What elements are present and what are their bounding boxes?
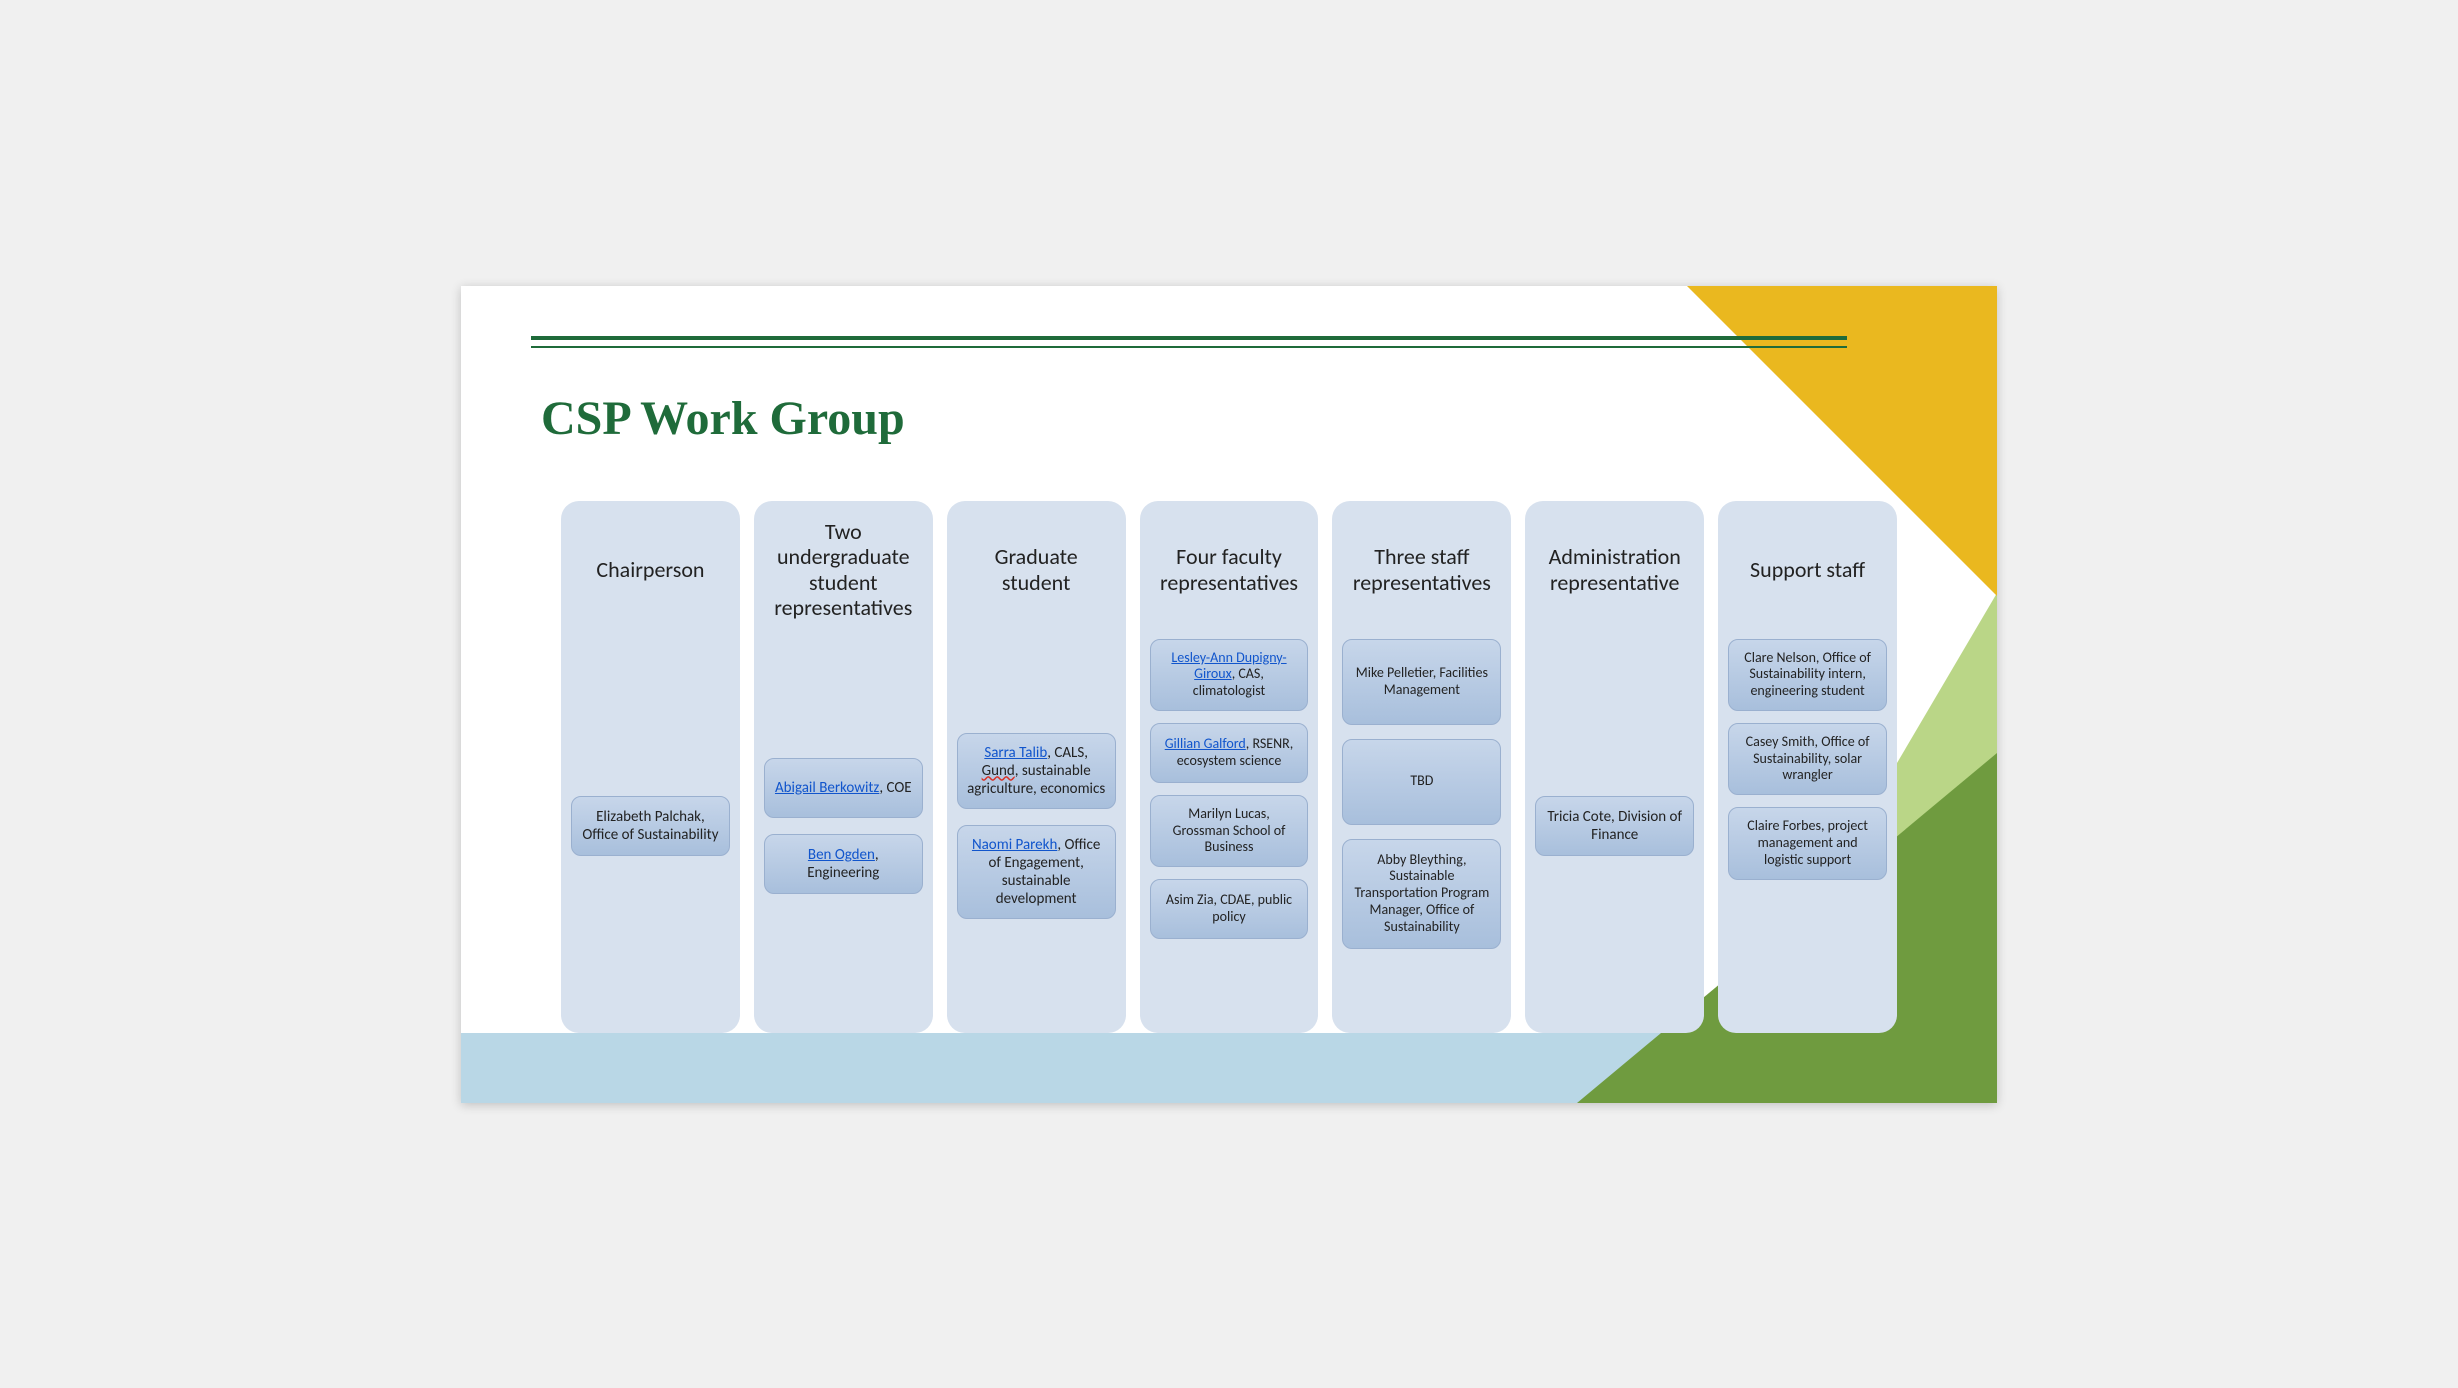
member-card: Clare Nelson, Office of Sustainability i… — [1728, 639, 1887, 711]
column-header: Administration representative — [1535, 513, 1694, 633]
column-support: Support staff Clare Nelson, Office of Su… — [1718, 501, 1897, 1033]
slide: CSP Work Group Chairperson Elizabeth Pal… — [461, 286, 1997, 1103]
card-text: , COE — [879, 779, 911, 797]
column-faculty: Four faculty representatives Lesley-Ann … — [1140, 501, 1319, 1033]
column-admin: Administration representative Tricia Cot… — [1525, 501, 1704, 1033]
member-card: Elizabeth Palchak, Office of Sustainabil… — [571, 796, 730, 856]
person-link[interactable]: Abigail Berkowitz — [775, 779, 879, 797]
member-card: Naomi Parekh, Office of Engagement, sust… — [957, 825, 1116, 919]
top-rule-thick — [531, 336, 1847, 340]
card-text: , CALS, — [1047, 744, 1088, 762]
member-card: Sarra Talib, CALS, Gund, sustainable agr… — [957, 733, 1116, 809]
column-staff: Three staff representatives Mike Pelleti… — [1332, 501, 1511, 1033]
member-card: Ben Ogden, Engineering — [764, 834, 923, 894]
person-link[interactable]: Ben Ogden — [808, 846, 875, 864]
column-body: Clare Nelson, Office of Sustainability i… — [1728, 633, 1887, 1019]
member-card: Casey Smith, Office of Sustainability, s… — [1728, 723, 1887, 795]
member-card: TBD — [1342, 739, 1501, 825]
person-link[interactable]: Lesley-Ann Dupigny-Giroux — [1171, 649, 1286, 683]
person-link[interactable]: Sarra Talib — [984, 744, 1047, 762]
column-header: Four faculty representatives — [1150, 513, 1309, 633]
top-rule-thin — [531, 346, 1847, 348]
member-card: Asim Zia, CDAE, public policy — [1150, 879, 1309, 939]
spellcheck-text: Gund — [982, 762, 1015, 780]
column-body: Tricia Cote, Division of Finance — [1535, 633, 1694, 1019]
column-header: Support staff — [1728, 513, 1887, 633]
member-card: Tricia Cote, Division of Finance — [1535, 796, 1694, 856]
person-link[interactable]: Naomi Parekh — [972, 836, 1057, 854]
person-link[interactable]: Gillian Galford — [1165, 735, 1246, 752]
column-body: Elizabeth Palchak, Office of Sustainabil… — [571, 633, 730, 1019]
column-body: Mike Pelletier, Facilities Management TB… — [1342, 633, 1501, 1019]
member-card: Marilyn Lucas, Grossman School of Busine… — [1150, 795, 1309, 867]
column-chairperson: Chairperson Elizabeth Palchak, Office of… — [561, 501, 740, 1033]
column-header: Two undergraduate student representative… — [764, 513, 923, 633]
column-header: Three staff representatives — [1342, 513, 1501, 633]
member-card: Claire Forbes, project management and lo… — [1728, 807, 1887, 879]
member-card: Abigail Berkowitz, COE — [764, 758, 923, 818]
column-body: Lesley-Ann Dupigny-Giroux, CAS, climatol… — [1150, 633, 1309, 1019]
member-card: Abby Bleything, Sustainable Transportati… — [1342, 839, 1501, 949]
column-grad: Graduate student Sarra Talib, CALS, Gund… — [947, 501, 1126, 1033]
columns-container: Chairperson Elizabeth Palchak, Office of… — [561, 501, 1897, 1033]
column-undergrad: Two undergraduate student representative… — [754, 501, 933, 1033]
column-header: Graduate student — [957, 513, 1116, 633]
member-card: Gillian Galford, RSENR, ecosystem scienc… — [1150, 723, 1309, 783]
column-body: Abigail Berkowitz, COE Ben Ogden, Engine… — [764, 633, 923, 1019]
page-title: CSP Work Group — [541, 391, 905, 446]
member-card: Lesley-Ann Dupigny-Giroux, CAS, climatol… — [1150, 639, 1309, 711]
column-body: Sarra Talib, CALS, Gund, sustainable agr… — [957, 633, 1116, 1019]
column-header: Chairperson — [571, 513, 730, 633]
member-card: Mike Pelletier, Facilities Management — [1342, 639, 1501, 725]
